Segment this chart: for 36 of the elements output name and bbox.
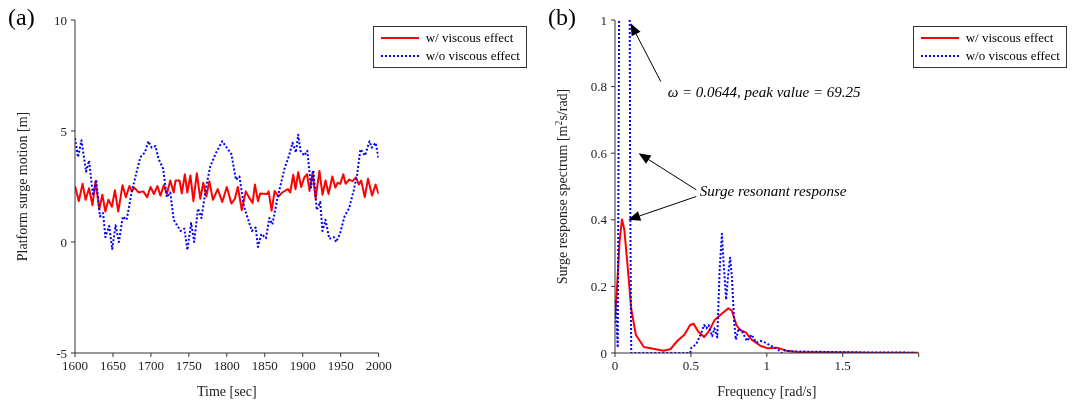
x-axis-title: Frequency [rad/s] [717, 384, 817, 399]
y-tick-label: 1 [600, 12, 607, 28]
legend-label: w/ viscous effect [425, 29, 514, 47]
legend-label: w/ viscous effect [965, 29, 1054, 47]
x-tick-label: 1950 [327, 358, 354, 374]
x-tick-label: 1 [763, 358, 771, 374]
y-tick-label: 5 [60, 123, 67, 139]
y-tick-label: 0.2 [590, 279, 607, 295]
x-tick-label: 2000 [365, 358, 392, 374]
x-tick-label: 1700 [137, 358, 164, 374]
annotation: ω = 0.0644, peak value = 69.25 [667, 83, 862, 100]
y-tick-label: 0.4 [590, 212, 608, 228]
x-tick-label: 1750 [175, 358, 202, 374]
y-tick-label: 0.8 [590, 79, 607, 95]
x-tick-label: 1800 [213, 358, 240, 374]
x-tick-label: 1900 [289, 358, 316, 374]
line-series [75, 133, 379, 251]
x-tick-label: 1650 [99, 358, 126, 374]
y-tick-label: 10 [54, 12, 67, 28]
x-tick-label: 0.5 [682, 358, 700, 374]
x-axis-title: Time [sec] [196, 384, 257, 399]
x-tick-label: 1.5 [834, 358, 851, 374]
legend-label: w/o viscous effect [965, 47, 1060, 65]
x-tick-label: 0 [611, 358, 619, 374]
y-tick-label: 0 [60, 234, 67, 250]
chart-title: (a) [8, 4, 35, 31]
x-tick-label: 1850 [251, 358, 278, 374]
annotation: Surge resonant response [699, 183, 847, 200]
legend-label: w/o viscous effect [425, 47, 520, 65]
chart-title: (b) [548, 4, 576, 31]
line-series [75, 169, 379, 213]
x-tick-label: 1600 [62, 358, 88, 374]
y-tick-label: 0.6 [590, 145, 608, 161]
y-axis-title: Platform surge motion [m] [15, 111, 30, 262]
y-tick-label: 0 [600, 345, 607, 361]
y-tick-label: -5 [56, 345, 67, 361]
